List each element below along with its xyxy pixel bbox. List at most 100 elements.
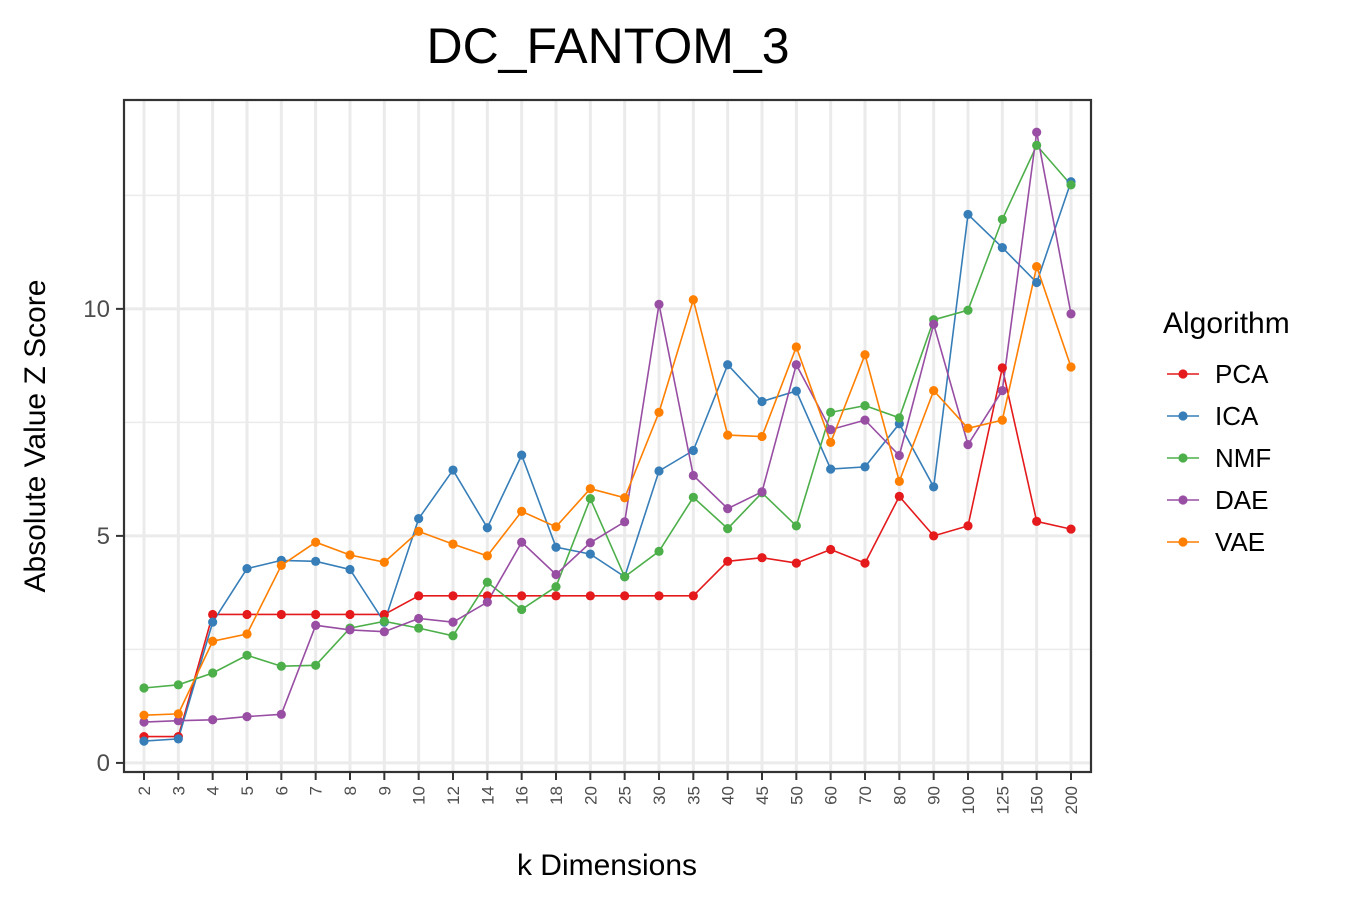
- data-point-nmf: [208, 668, 218, 678]
- data-point-pca: [414, 591, 424, 601]
- data-point-ica: [208, 617, 218, 627]
- data-point-nmf: [414, 623, 424, 633]
- data-point-pca: [826, 544, 836, 555]
- data-point-dae: [482, 597, 492, 607]
- legend-item-dae: DAE: [1167, 485, 1268, 515]
- data-point-dae: [723, 504, 733, 514]
- data-point-dae: [208, 715, 218, 725]
- data-point-nmf: [723, 524, 733, 534]
- data-point-vae: [379, 557, 389, 567]
- data-point-ica: [997, 242, 1007, 253]
- data-point-dae: [448, 617, 458, 627]
- data-point-pca: [620, 591, 630, 601]
- data-point-pca: [585, 591, 595, 601]
- chart-title: DC_FANTOM_3: [426, 18, 789, 74]
- data-point-nmf: [1066, 180, 1076, 190]
- data-point-vae: [688, 295, 698, 305]
- data-point-pca: [963, 521, 973, 531]
- x-tick-label: 3: [169, 786, 188, 795]
- x-tick-label: 25: [616, 786, 635, 805]
- legend-item-ica: ICA: [1167, 401, 1259, 431]
- data-point-pca: [1032, 516, 1042, 526]
- data-point-dae: [894, 450, 904, 461]
- x-tick-label: 40: [719, 786, 738, 805]
- data-point-ica: [173, 734, 183, 744]
- legend-title: Algorithm: [1163, 307, 1290, 340]
- data-point-vae: [929, 385, 939, 396]
- data-point-vae: [963, 423, 973, 433]
- data-point-dae: [242, 712, 252, 722]
- data-point-dae: [757, 487, 767, 497]
- data-point-dae: [826, 425, 836, 435]
- data-point-ica: [551, 542, 561, 552]
- data-point-pca: [276, 609, 286, 620]
- data-point-vae: [276, 560, 286, 571]
- gridlines: [124, 100, 1091, 772]
- data-point-dae: [379, 627, 389, 637]
- data-point-dae: [963, 440, 973, 450]
- x-tick-label: 4: [204, 786, 223, 795]
- legend-item-vae: VAE: [1167, 527, 1265, 557]
- data-point-vae: [448, 539, 458, 549]
- data-point-vae: [654, 407, 664, 417]
- data-point-pca: [482, 591, 492, 601]
- data-point-ica: [929, 482, 939, 492]
- data-point-nmf: [963, 305, 973, 315]
- data-point-ica: [963, 209, 973, 220]
- data-point-ica: [791, 386, 801, 396]
- legend: Algorithm PCA ICA NMF DAE VAE: [1163, 307, 1290, 557]
- data-point-vae: [757, 431, 767, 442]
- y-axis: 0 5 10: [83, 296, 124, 777]
- data-point-nmf: [585, 494, 595, 504]
- legend-label: ICA: [1215, 401, 1259, 431]
- legend-key-point: [1178, 453, 1188, 463]
- data-point-ica: [654, 466, 664, 476]
- data-point-ica: [311, 556, 321, 566]
- x-tick-label: 90: [925, 786, 944, 805]
- data-point-pca: [929, 531, 939, 541]
- data-point-nmf: [620, 572, 630, 582]
- data-point-ica: [757, 396, 767, 407]
- legend-label: VAE: [1215, 527, 1265, 557]
- legend-key-point: [1178, 369, 1188, 379]
- data-point-dae: [688, 470, 698, 481]
- data-point-nmf: [551, 582, 561, 592]
- legend-key-point: [1178, 411, 1188, 421]
- data-point-nmf: [654, 546, 664, 556]
- data-point-ica: [860, 462, 870, 472]
- data-point-nmf: [688, 492, 698, 502]
- data-point-vae: [585, 484, 595, 494]
- data-point-pca: [208, 609, 218, 620]
- data-point-nmf: [276, 661, 286, 671]
- data-point-vae: [242, 629, 252, 639]
- data-point-vae: [791, 342, 801, 352]
- data-point-ica: [826, 464, 836, 474]
- data-point-dae: [791, 360, 801, 370]
- data-point-dae: [929, 319, 939, 329]
- data-point-ica: [448, 465, 458, 475]
- data-point-ica: [723, 360, 733, 370]
- data-point-dae: [654, 299, 664, 309]
- x-tick-label: 9: [375, 786, 394, 795]
- legend-label: PCA: [1215, 359, 1269, 389]
- data-point-pca: [379, 609, 389, 620]
- data-point-vae: [139, 710, 149, 720]
- data-point-nmf: [482, 577, 492, 587]
- series-line-dae: [143, 132, 1072, 723]
- data-point-nmf: [997, 214, 1007, 225]
- data-point-nmf: [139, 683, 149, 693]
- data-point-nmf: [860, 400, 870, 411]
- series-points: [139, 127, 1076, 746]
- data-point-ica: [345, 564, 355, 575]
- legend-key-point: [1178, 495, 1188, 505]
- data-point-nmf: [173, 680, 183, 690]
- data-point-nmf: [826, 407, 836, 417]
- data-point-dae: [860, 415, 870, 425]
- data-point-vae: [551, 522, 561, 532]
- data-point-ica: [517, 450, 527, 460]
- data-point-nmf: [379, 616, 389, 626]
- data-point-vae: [894, 476, 904, 487]
- data-point-vae: [620, 493, 630, 503]
- data-point-dae: [997, 385, 1007, 396]
- x-tick-label: 100: [959, 786, 978, 814]
